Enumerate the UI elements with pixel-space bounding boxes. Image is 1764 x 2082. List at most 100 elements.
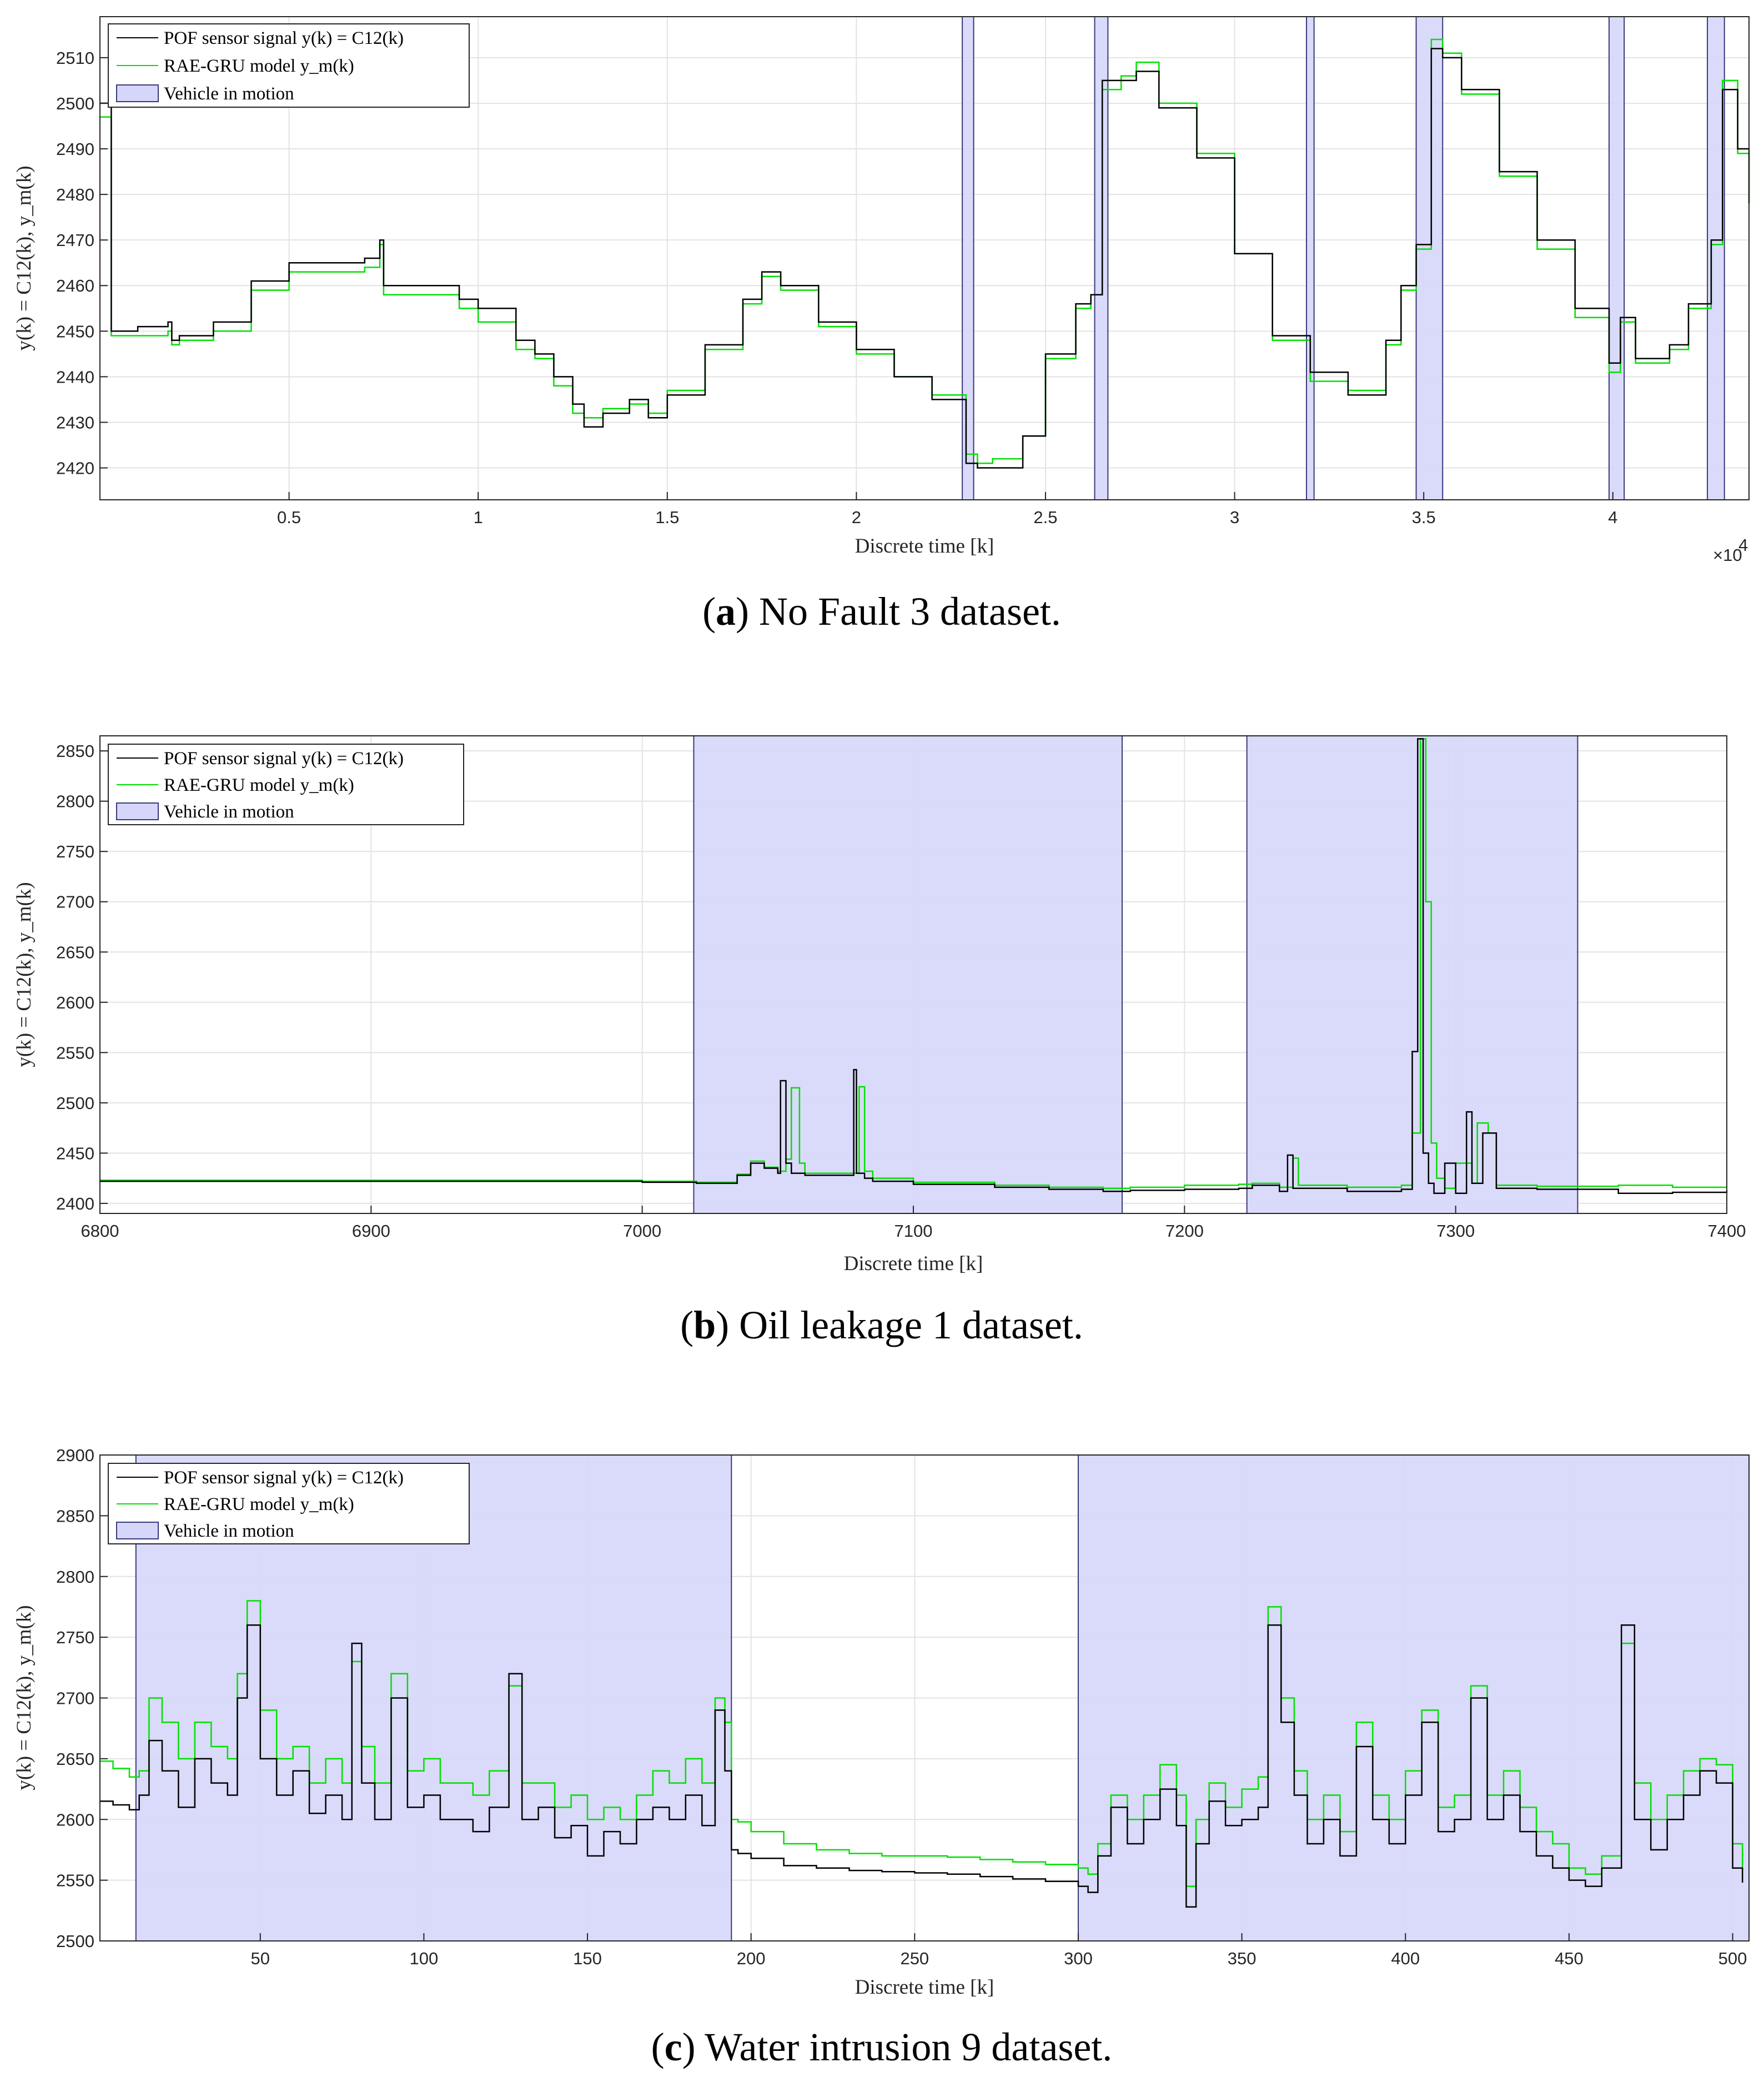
y-tick-label: 2750 [56,1628,94,1647]
x-tick-label: 1 [474,508,483,527]
legend-label-sensor-a: POF sensor signal y(k) = C12(k) [164,28,404,48]
y-tick-label: 2480 [56,185,94,204]
legend-box-b [108,744,464,825]
y-tick-label: 2450 [56,322,94,341]
caption-letter-a: a [716,589,736,634]
y-tick-label: 2450 [56,1143,94,1163]
caption-text-b: Oil leakage 1 dataset. [729,1303,1083,1347]
axes-frame-a [99,16,1750,500]
caption-text-a: No Fault 3 dataset. [749,589,1061,634]
x-axis-label-b: Discrete time [k] [844,1252,983,1275]
x-tick-label: 100 [410,1949,439,1968]
legend-label-motion-a: Vehicle in motion [164,84,294,104]
motion-band [1306,16,1315,500]
legend-swatch-motion-a [116,84,159,102]
x-axis-label-a: Discrete time [k] [855,535,994,558]
y-tick-label: 2420 [56,459,94,478]
motion-bands-a [962,16,1725,500]
x-axis-label-c: Discrete time [k] [855,1976,994,1999]
y-tick-label: 2600 [56,993,94,1012]
x-tick-label: 450 [1555,1949,1584,1968]
legend-box-a [108,23,470,108]
motion-bands-b [693,735,1579,1214]
y-tick-label: 2400 [56,1194,94,1213]
y-axis-label-a: y(k) = C12(k), y_m(k) [13,165,36,350]
y-tick-label: 2440 [56,367,94,387]
legend-a: POF sensor signal y(k) = C12(k) RAE-GRU … [108,23,470,108]
motion-band [1415,16,1444,500]
y-tick-label: 2650 [56,1749,94,1769]
y-tick-label: 2800 [56,1567,94,1587]
y-axis-label-b: y(k) = C12(k), y_m(k) [13,882,36,1067]
x-tick-label: 50 [251,1949,270,1968]
y-tick-label: 2470 [56,230,94,250]
x-tick-label: 7000 [623,1221,661,1241]
x-tick-label: 2.5 [1033,508,1057,527]
y-tick-label: 2490 [56,139,94,159]
x-exponent-label-a: ×10 [1713,545,1742,565]
y-tick-label: 2800 [56,792,94,811]
y-tick-label: 2850 [56,1506,94,1526]
y-tick-label: 2900 [56,1446,94,1465]
series-lines-a [100,38,1750,469]
x-tick-label: 0.5 [277,508,301,527]
caption-b: (b) Oil leakage 1 dataset. [680,1303,1083,1347]
y-axis-label-c: y(k) = C12(k), y_m(k) [13,1605,36,1790]
y-tick-label: 2460 [56,276,94,295]
x-tick-label: 350 [1228,1949,1257,1968]
legend-label-sensor-b: POF sensor signal y(k) = C12(k) [164,749,404,769]
motion-band [962,16,974,500]
legend-swatch-motion-c [116,1522,159,1539]
y-tick-label: 2550 [56,1043,94,1062]
series-lines-c [100,1600,1743,1908]
x-tick-label: 7200 [1165,1221,1204,1241]
legend-label-motion-b: Vehicle in motion [164,802,294,822]
y-tick-label: 2750 [56,842,94,861]
legend-label-sensor-c: POF sensor signal y(k) = C12(k) [164,1468,404,1488]
y-tick-label: 2500 [56,1932,94,1951]
x-tick-label: 300 [1064,1949,1093,1968]
ticks-c: 50 100 150 200 250 300 350 400 450 500 2500 2550 260… [56,1446,1747,1968]
x-tick-label: 400 [1391,1949,1420,1968]
x-tick-label: 7300 [1436,1221,1475,1241]
caption-text-c: Water intrusion 9 dataset. [696,2025,1113,2069]
sensor-series-line [100,1624,1743,1908]
y-tick-label: 2850 [56,741,94,761]
x-exponent-power-a: 4 [1738,535,1748,555]
x-tick-label: 7400 [1708,1221,1746,1241]
x-tick-label: 2 [852,508,861,527]
motion-band [1707,16,1725,500]
x-tick-label: 6900 [352,1221,390,1241]
legend-label-model-c: RAE-GRU model y_m(k) [164,1494,354,1514]
x-tick-label: 4 [1608,508,1617,527]
sensor-series-line [100,48,1750,469]
y-tick-label: 2700 [56,1689,94,1708]
legend-box-c [108,1463,470,1544]
y-tick-label: 2430 [56,413,94,432]
x-tick-label: 6800 [81,1221,119,1241]
y-tick-label: 2550 [56,1871,94,1890]
y-tick-label: 2510 [56,48,94,68]
motion-band [1077,1454,1750,1941]
legend-label-motion-c: Vehicle in motion [164,1521,294,1541]
sensor-series-line [100,738,1728,1195]
x-tick-label: 3.5 [1412,508,1436,527]
legend-c: POF sensor signal y(k) = C12(k) RAE-GRU … [108,1463,470,1544]
y-tick-label: 2500 [56,1093,94,1113]
x-tick-label: 150 [573,1949,602,1968]
x-tick-label: 7100 [894,1221,933,1241]
chart-panel-b: 6800 6900 7000 7100 7200 7300 7400 2400 2450 2500… [13,735,1746,1347]
x-tick-label: 250 [900,1949,929,1968]
ticks-b: 6800 6900 7000 7100 7200 7300 7400 2400 2450 2500… [56,741,1746,1241]
motion-band [693,735,1123,1214]
chart-panel-c: 50 100 150 200 250 300 350 400 450 500 2500 2550 260… [13,1446,1750,2069]
caption-letter-b: b [693,1303,716,1347]
series-lines-b [100,738,1728,1195]
x-tick-label: 500 [1718,1949,1747,1968]
x-tick-label: 3 [1230,508,1239,527]
x-tick-label: 1.5 [655,508,679,527]
x-tick-label: 200 [737,1949,766,1968]
caption-c: (c) Water intrusion 9 dataset. [651,2025,1113,2069]
y-tick-label: 2600 [56,1810,94,1829]
